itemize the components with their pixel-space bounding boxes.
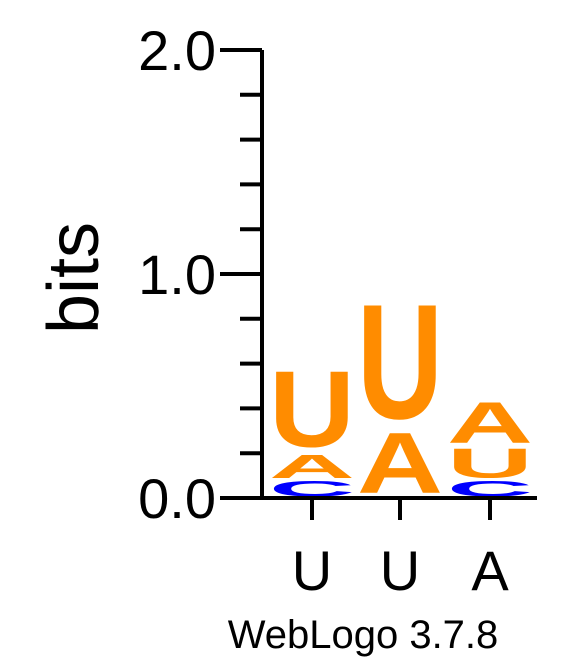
logo-letter-a: A (269, 448, 355, 485)
y-tick-label: 1.0 (138, 243, 216, 306)
logo-column: CUA (447, 390, 533, 502)
logo-letter-u: U (357, 271, 443, 454)
x-tick-label: U (380, 539, 420, 602)
logo-column: CAU (269, 349, 355, 501)
logo-letter-u: U (269, 349, 355, 470)
x-tick-label: A (471, 539, 509, 602)
logo-letter-a: A (447, 390, 533, 455)
footer-credit: WebLogo 3.7.8 (228, 613, 499, 657)
y-axis-label: bits (34, 222, 114, 334)
x-tick-label: U (292, 539, 332, 602)
logo-letter-a: A (357, 415, 443, 511)
y-tick-label: 2.0 (138, 19, 216, 82)
logo-column: AU (357, 271, 443, 512)
logo-letter-u: U (447, 440, 533, 487)
y-tick-label: 0.0 (138, 467, 216, 530)
y-axis: 0.0 1.0 2.0 (138, 19, 264, 530)
